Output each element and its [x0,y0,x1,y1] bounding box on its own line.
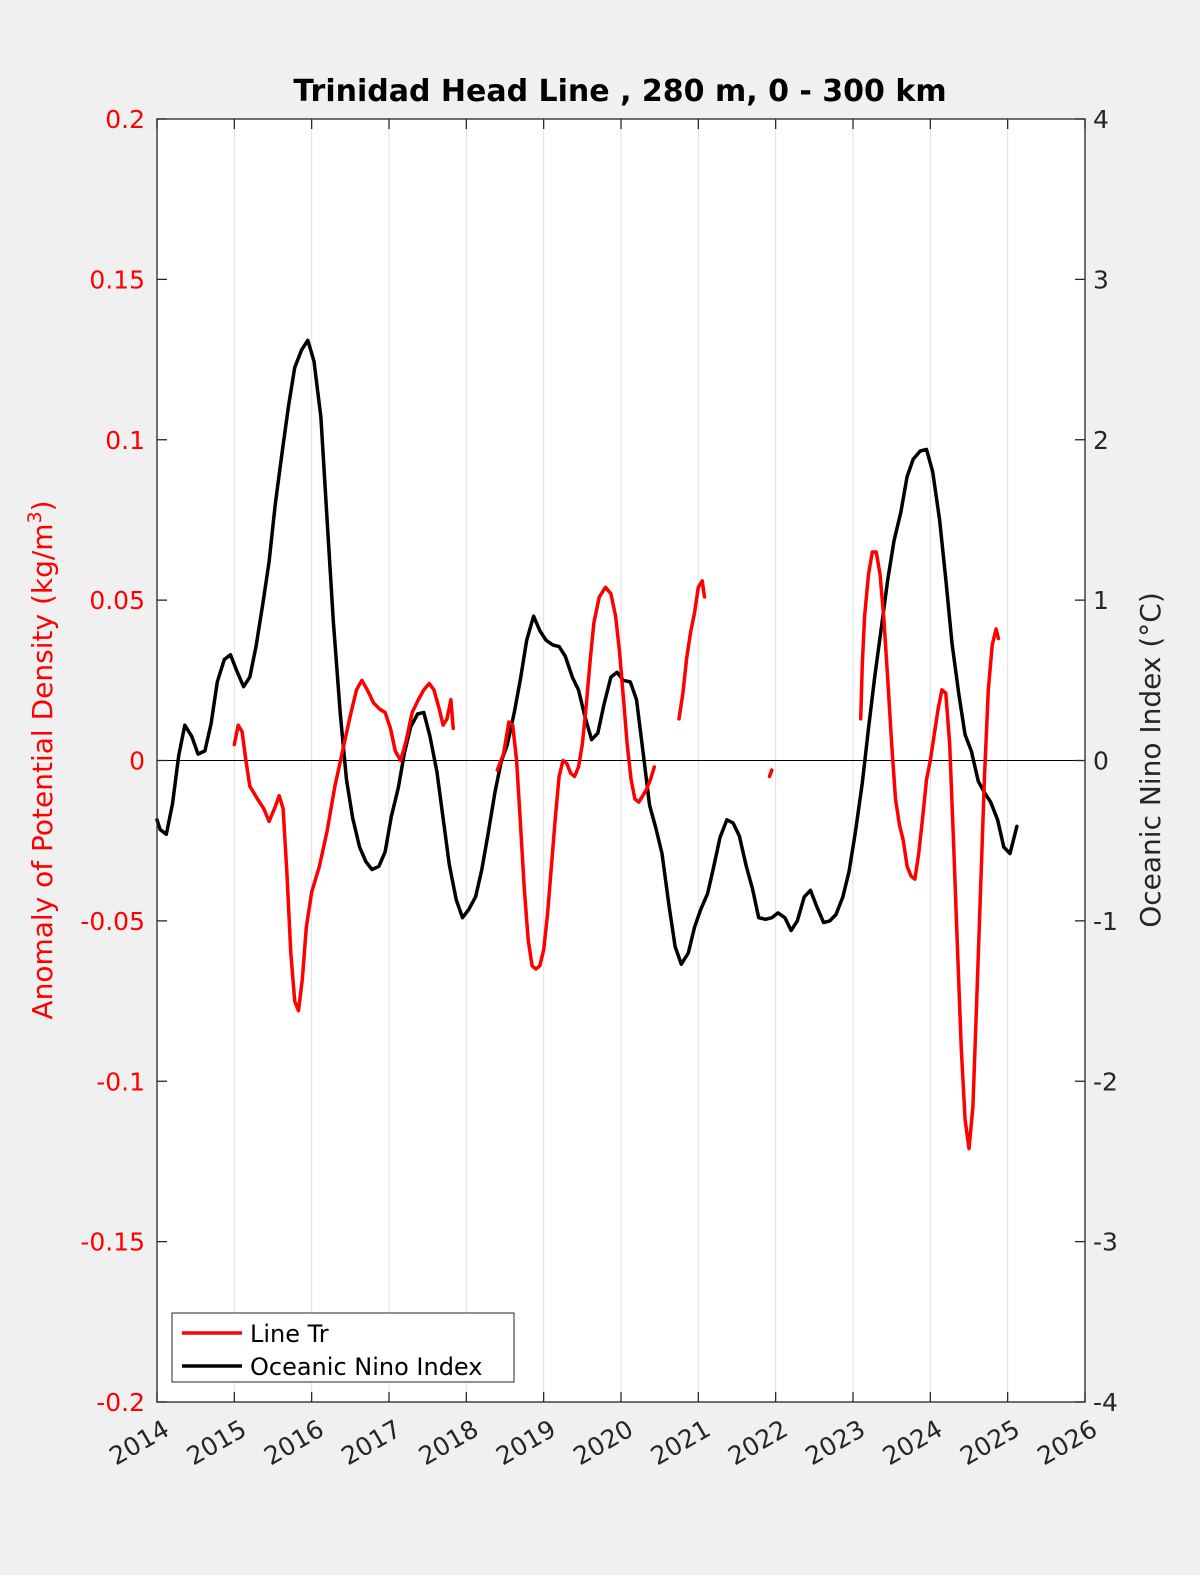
series-line-line-tr [232,678,455,1013]
x-tick-label: 2021 [646,1414,716,1471]
y-right-tick-label: 0 [1093,747,1109,776]
x-tick-label: 2019 [491,1414,561,1471]
y-left-tick-label: -0.2 [96,1388,145,1417]
x-tick-label: 2014 [104,1414,174,1471]
y-right-tick-label: -1 [1093,907,1118,936]
y-right-tick-label: -2 [1093,1067,1118,1096]
y-right-tick-label: 3 [1093,265,1109,294]
series-line-line-tr [677,579,707,721]
y-left-tick-label: 0.1 [105,426,145,455]
y-right-tick-label: 4 [1093,105,1109,134]
x-tick-label: 2015 [182,1414,252,1471]
legend-label-line-tr: Line Tr [250,1320,329,1348]
legend-box [171,1312,515,1383]
x-tick-label: 2018 [414,1414,484,1471]
x-tick-label: 2026 [1032,1414,1102,1471]
legend-label-oni: Oceanic Nino Index [250,1353,482,1381]
x-tick-label: 2022 [723,1414,793,1471]
y-right-tick-label: -4 [1093,1388,1118,1417]
y-right-axis-ticks: 4 3 2 1 0 -1 -2 -3 -4 [1075,105,1118,1417]
y-left-axis-label: Anomaly of Potential Density (kg/m3) [24,500,59,1019]
y-left-axis-ticks: 0.2 0.15 0.1 0.05 0 -0.05 -0.1 -0.15 -0.2 [80,105,167,1417]
series-line-line-tr [858,550,1001,1151]
x-tick-label: 2023 [800,1414,870,1471]
y-right-tick-label: 1 [1093,586,1109,615]
series-layer [155,338,1019,1151]
legend: Line Tr Oceanic Nino Index [171,1312,515,1383]
y-left-tick-label: 0.05 [89,586,145,615]
x-tick-label: 2020 [568,1414,638,1471]
chart-title: Trinidad Head Line , 280 m, 0 - 300 km [293,74,946,109]
series-line-line-tr [767,768,774,779]
y-right-tick-label: 2 [1093,426,1109,455]
y-left-tick-label: 0.15 [89,265,145,294]
x-tick-label: 2024 [878,1414,948,1471]
y-right-tick-label: -3 [1093,1228,1118,1257]
y-left-tick-label: 0 [129,747,145,776]
x-tick-label: 2025 [955,1414,1025,1471]
y-left-tick-label: -0.1 [96,1067,145,1096]
x-tick-label: 2017 [336,1414,406,1471]
x-tick-label: 2016 [259,1414,329,1471]
series-line-line-tr [495,585,657,971]
y-left-tick-label: 0.2 [105,105,145,134]
y-right-axis-label: Oceanic Nino Index (°C) [1134,592,1167,928]
y-left-tick-label: -0.15 [80,1228,145,1257]
y-left-tick-label: -0.05 [80,907,145,936]
